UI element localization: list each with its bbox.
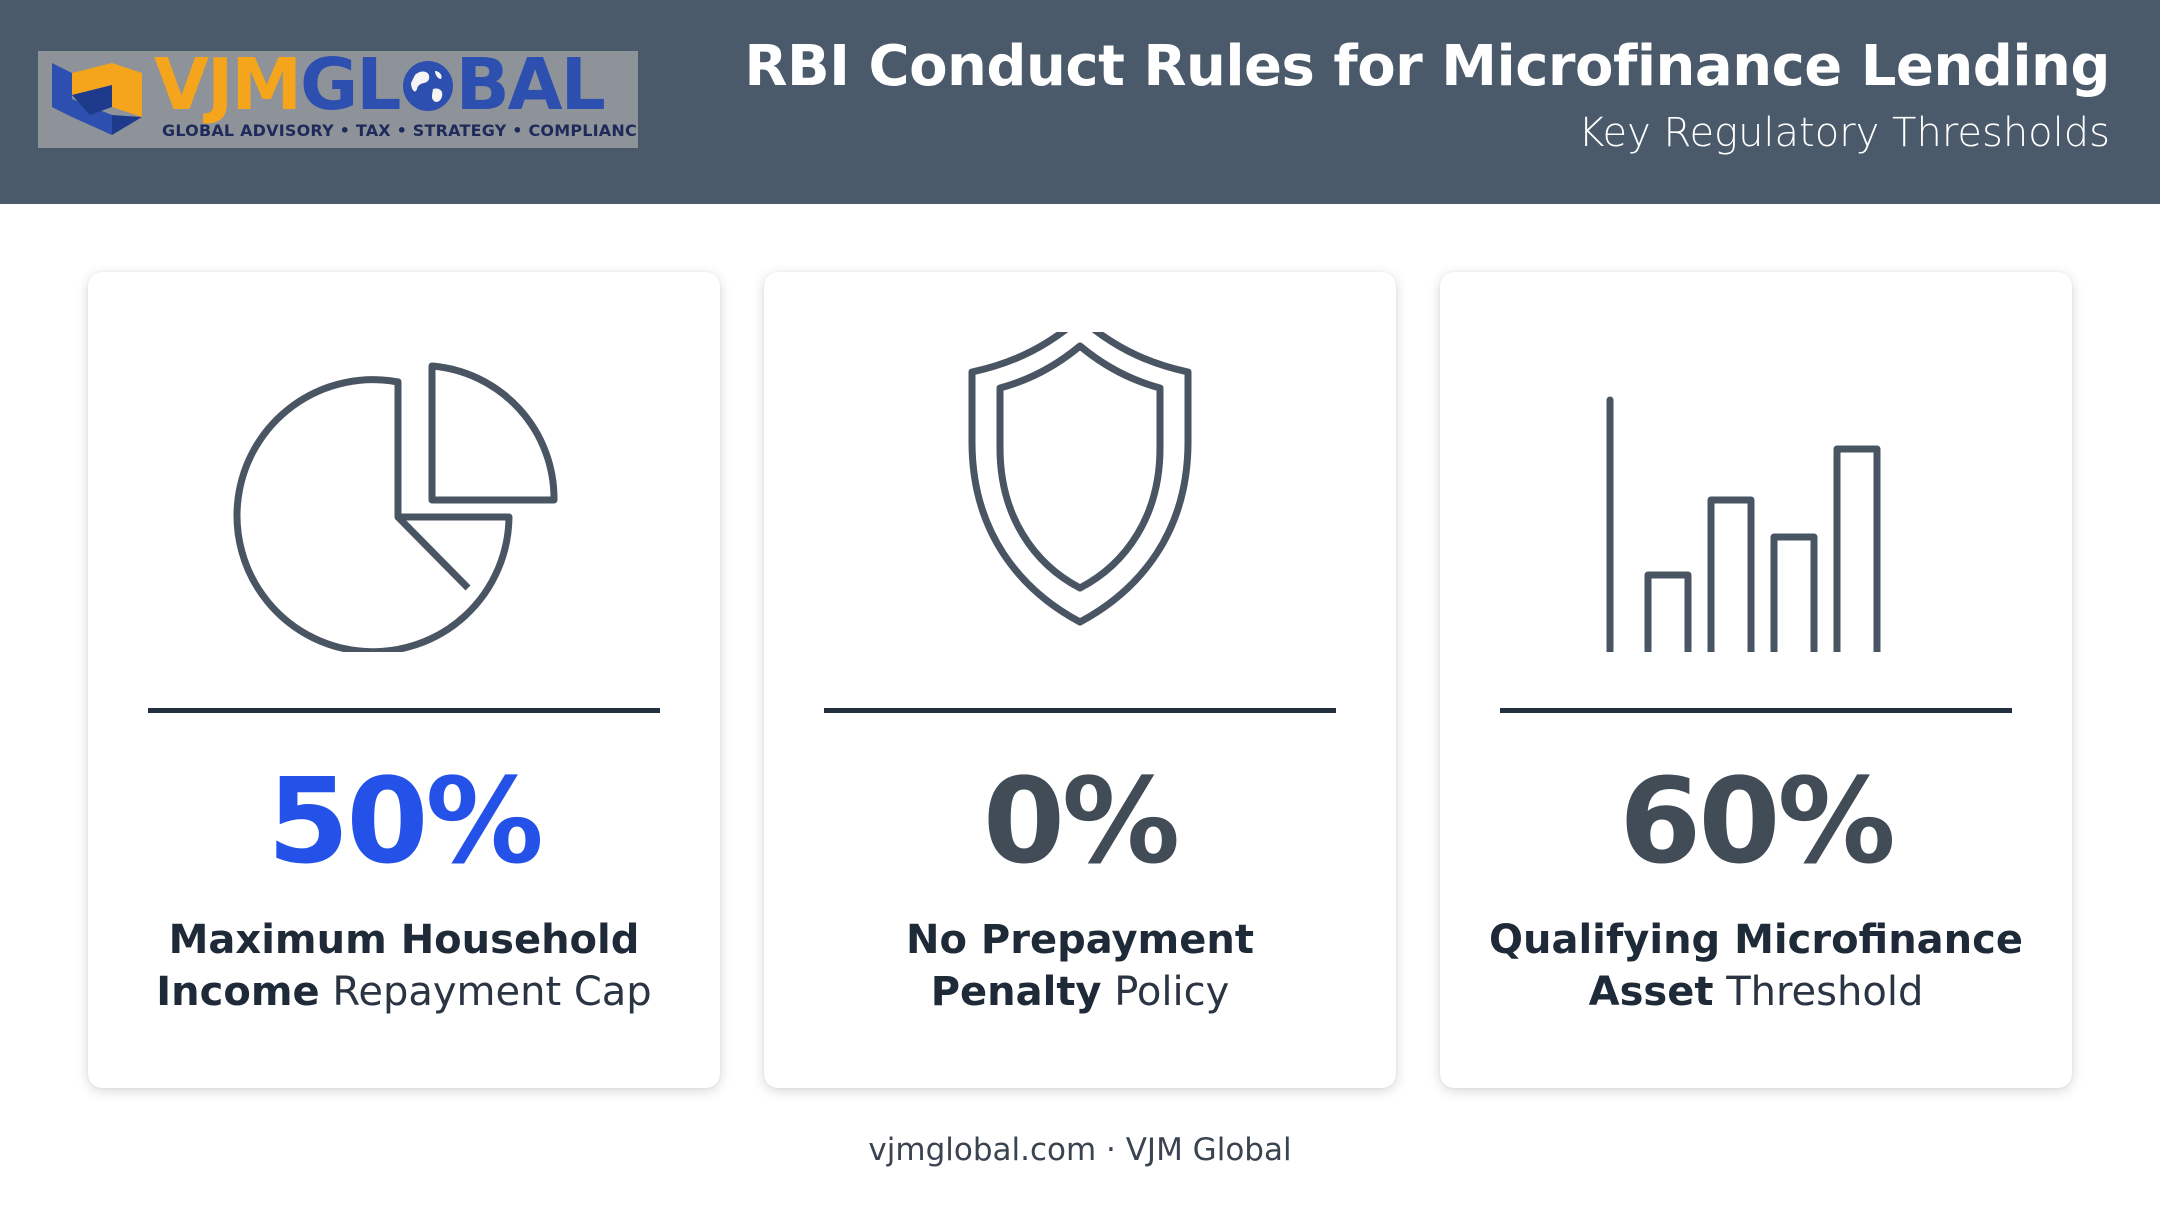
footer-credit: vjmglobal.com · VJM Global <box>868 1132 1292 1168</box>
card-divider <box>824 708 1336 713</box>
bar-chart-icon <box>1606 396 1881 652</box>
pie-chart-icon <box>233 362 558 652</box>
stat-label-bold: Penalty <box>930 969 1102 1015</box>
stat-card-asset-threshold: 60% Qualifying Microfinance Asset Thresho… <box>1440 272 2072 1088</box>
stat-value: 0% <box>982 752 1180 890</box>
page-subtitle: Key Regulatory Thresholds <box>1578 110 2110 156</box>
stat-card-prepayment-penalty: 0% No Prepayment Penalty Policy <box>764 272 1396 1088</box>
stat-label-bold-line: No Prepayment <box>906 917 1254 963</box>
logo-cube-icon <box>52 63 142 135</box>
card-divider <box>1500 708 2012 713</box>
logo-tagline: GLOBAL ADVISORY • TAX • STRATEGY • COMPL… <box>162 121 638 140</box>
logo-wordmark: VJMGL BAL <box>154 51 606 126</box>
stat-label-regular: Threshold <box>1713 969 1924 1015</box>
stat-label-bold: Income <box>156 969 320 1015</box>
company-logo[interactable]: VJMGL BAL GLOBAL ADVISORY • TAX • STRATEG… <box>38 51 638 148</box>
stat-value: 50% <box>267 752 543 890</box>
stat-label: Maximum Household Income Repayment Cap <box>98 914 710 1018</box>
globe-icon <box>402 61 453 111</box>
stat-label-regular: Repayment Cap <box>319 969 652 1015</box>
stat-label-bold-line: Maximum Household <box>168 917 640 963</box>
stat-label: No Prepayment Penalty Policy <box>774 914 1386 1018</box>
header-banner: VJMGL BAL GLOBAL ADVISORY • TAX • STRATEG… <box>0 0 2160 204</box>
logo-word-vjm: VJM <box>154 51 302 126</box>
page-title: RBI Conduct Rules for Microfinance Lendi… <box>744 34 2110 99</box>
stat-card-repayment-cap: 50% Maximum Household Income Repayment Ca… <box>88 272 720 1088</box>
logo-word-gl: GL <box>300 51 402 126</box>
stat-value: 60% <box>1619 752 1895 890</box>
logo-word-bal: BAL <box>455 51 606 126</box>
stat-label-regular: Policy <box>1101 969 1230 1015</box>
stat-label: Qualifying Microfinance Asset Threshold <box>1450 914 2062 1018</box>
stat-label-bold: Asset <box>1588 969 1714 1015</box>
stat-label-bold-line: Qualifying Microfinance <box>1489 917 2023 963</box>
card-divider <box>148 708 660 713</box>
shield-icon <box>968 332 1192 626</box>
